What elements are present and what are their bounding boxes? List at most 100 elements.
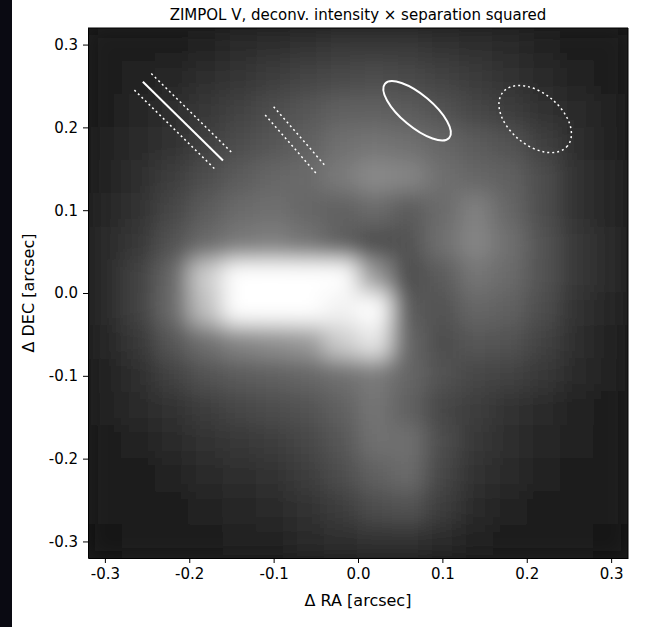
cell: [358, 524, 393, 558]
cell: [88, 94, 122, 128]
cell: [526, 458, 561, 492]
cell: [256, 425, 291, 459]
frame: [628, 28, 629, 558]
cell: [121, 94, 156, 128]
y-axis-line: [88, 29, 89, 559]
cell: [324, 425, 359, 459]
y-tick: 0.1: [54, 201, 88, 219]
y-tick: -0.1: [49, 367, 88, 385]
cell: [493, 524, 528, 558]
cell: [324, 160, 359, 194]
cell: [223, 458, 258, 492]
y-tick: -0.2: [49, 450, 88, 468]
cell: [493, 491, 528, 525]
cell: [358, 127, 393, 161]
cell: [290, 193, 325, 227]
cell: [88, 127, 122, 161]
cell: [560, 524, 595, 558]
cell: [324, 127, 359, 161]
cell: [223, 359, 258, 393]
cell: [121, 127, 156, 161]
cell: [493, 193, 528, 227]
cell: [223, 127, 258, 161]
image: [88, 28, 628, 558]
cell: [493, 28, 528, 62]
cell: [560, 226, 595, 260]
cell: [155, 293, 190, 327]
cell: [88, 293, 122, 327]
cell: [121, 226, 156, 260]
y-tick-mark: [83, 459, 88, 460]
cell: [391, 28, 426, 62]
cell: [155, 28, 190, 62]
cell: [459, 392, 494, 426]
beam-line: [134, 90, 214, 169]
cell: [121, 524, 156, 558]
cell: [594, 425, 628, 459]
cell: [256, 458, 291, 492]
cell: [256, 226, 291, 260]
cell: [223, 28, 258, 62]
y-tick: 0.2: [54, 119, 88, 137]
cell: [290, 392, 325, 426]
cell: [223, 160, 258, 194]
cell: [324, 326, 359, 360]
cell: [189, 425, 224, 459]
cell: [121, 193, 156, 227]
x-axis-title: Δ RA [arcsec]: [305, 591, 412, 610]
cell: [425, 28, 460, 62]
cell: [155, 259, 190, 293]
cell: [324, 491, 359, 525]
cell: [290, 127, 325, 161]
cell: [358, 160, 393, 194]
cell: [290, 259, 325, 293]
y-axis: -0.3-0.2-0.10.00.10.20.3: [49, 29, 89, 559]
cell: [526, 425, 561, 459]
y-tick-label: 0.1: [54, 201, 78, 219]
cell: [560, 127, 595, 161]
cell: [121, 28, 156, 62]
cell: [493, 359, 528, 393]
cell: [459, 326, 494, 360]
cell: [526, 193, 561, 227]
cell: [425, 259, 460, 293]
x-tick: 0.0: [347, 558, 371, 583]
cell: [594, 259, 628, 293]
cell: [425, 326, 460, 360]
cell: [121, 259, 156, 293]
cell: [290, 28, 325, 62]
cell: [223, 226, 258, 260]
cell: [88, 392, 122, 426]
cell: [425, 425, 460, 459]
cell: [594, 326, 628, 360]
cell: [88, 326, 122, 360]
cell: [459, 425, 494, 459]
cell: [594, 28, 628, 62]
cell: [425, 94, 460, 128]
cell: [560, 425, 595, 459]
cell: [88, 160, 122, 194]
cell: [391, 326, 426, 360]
y-tick-label: 0.3: [54, 36, 78, 54]
cell: [560, 259, 595, 293]
cell: [560, 160, 595, 194]
cell: [256, 259, 291, 293]
x-tick-label: -0.2: [175, 565, 204, 583]
cell: [425, 491, 460, 525]
cell: [358, 193, 393, 227]
cell: [493, 160, 528, 194]
cell: [155, 425, 190, 459]
cell: [189, 28, 224, 62]
beam-ellipse: [375, 72, 460, 151]
cell: [425, 127, 460, 161]
cell: [290, 359, 325, 393]
cell: [459, 259, 494, 293]
cell: [459, 94, 494, 128]
cell: [560, 293, 595, 327]
y-tick-mark: [83, 210, 88, 211]
x-tick: 0.2: [515, 558, 539, 583]
cell: [594, 61, 628, 95]
cell: [459, 61, 494, 95]
cell: [425, 359, 460, 393]
cell: [560, 28, 595, 62]
